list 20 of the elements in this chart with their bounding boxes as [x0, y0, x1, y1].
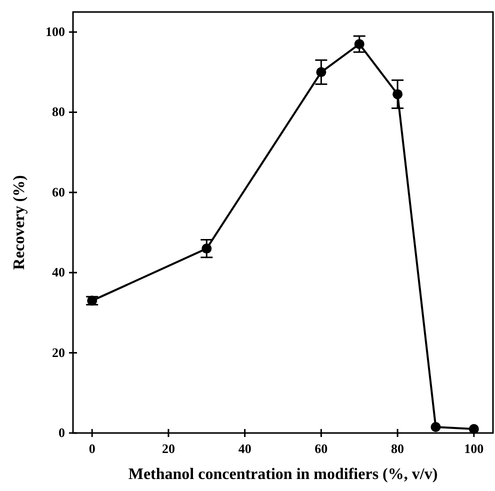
point	[202, 244, 212, 254]
x-tick-label: 40	[238, 441, 252, 456]
y-tick-label: 40	[52, 264, 65, 280]
y-axis-title: Recovery (%)	[11, 175, 28, 270]
y-tick-label: 60	[52, 184, 65, 200]
x-tick-label: 100	[464, 441, 484, 456]
point	[316, 67, 326, 78]
x-tick-label: 80	[391, 441, 404, 456]
y-tick-label: 0	[58, 425, 65, 440]
x-tick-label: 20	[162, 441, 175, 456]
y-tick-label: 100	[46, 24, 65, 40]
x-axis-title: Methanol concentration in modifiers (%, v/v)	[128, 466, 438, 483]
point	[430, 422, 441, 432]
y-tick-label: 80	[52, 104, 65, 120]
point	[392, 89, 403, 100]
point	[468, 424, 479, 434]
point	[354, 39, 364, 50]
y-tick-label: 20	[52, 344, 65, 360]
x-tick-label: 60	[314, 441, 328, 456]
x-tick-label: 0	[88, 441, 96, 456]
